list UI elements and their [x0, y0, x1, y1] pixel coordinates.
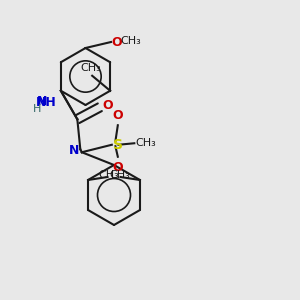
- Text: H: H: [33, 104, 41, 114]
- Text: O: O: [112, 35, 122, 49]
- Text: N: N: [68, 144, 79, 157]
- Text: O: O: [112, 161, 123, 174]
- Text: CH₃: CH₃: [136, 138, 157, 148]
- Text: CH₃: CH₃: [80, 63, 101, 73]
- Text: S: S: [113, 138, 123, 152]
- Text: CH₃: CH₃: [109, 169, 130, 180]
- Text: CH₃: CH₃: [98, 169, 119, 180]
- Text: CH₃: CH₃: [121, 35, 141, 46]
- Text: O: O: [102, 99, 113, 112]
- Text: N: N: [37, 95, 47, 108]
- Text: NH: NH: [35, 96, 56, 109]
- Text: O: O: [112, 109, 123, 122]
